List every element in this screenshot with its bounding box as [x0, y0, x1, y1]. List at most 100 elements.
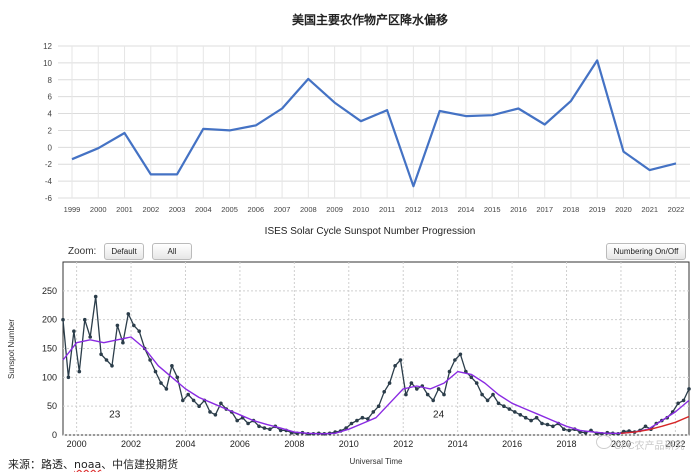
precipitation-y-tick-label: -6 [45, 194, 53, 203]
sunspot-monthly-point [534, 415, 539, 420]
sunspot-monthly-point [562, 427, 566, 431]
sunspot-monthly-point [153, 369, 158, 374]
zoom-all-button[interactable]: All [152, 243, 192, 260]
sunspot-monthly-point [366, 417, 370, 421]
zoom-default-button[interactable]: Default [104, 243, 144, 260]
sunspot-monthly-point [545, 422, 550, 427]
sunspot-y-axis-label: Sunspot Number [7, 319, 16, 379]
sunspot-monthly-point [170, 364, 174, 368]
precipitation-x-tick-label: 2018 [563, 205, 580, 214]
precipitation-x-ticks: 1999 2000 2001 2002 2003 2004 2005 2006 2007 2008… [64, 205, 685, 214]
sunspot-smoothed-line [62, 336, 690, 435]
sunspot-monthly-point [676, 401, 680, 406]
sunspot-monthly-point [197, 404, 201, 408]
sunspot-monthly-point [687, 387, 691, 391]
sunspot-monthly-point [181, 398, 185, 403]
sunspot-y-tick-label: 200 [42, 315, 57, 325]
precipitation-x-tick-label: 2003 [169, 205, 186, 214]
sunspot-x-tick-label: 2018 [557, 439, 577, 449]
sunspot-monthly-point [88, 335, 92, 339]
sunspot-x-tick-label: 2010 [339, 439, 359, 449]
sunspot-x-tick-label: 2020 [611, 439, 631, 449]
numbering-toggle-button[interactable]: Numbering On/Off [606, 243, 686, 260]
sunspot-monthly-point [159, 381, 163, 385]
sunspot-monthly-point [344, 426, 348, 430]
sunspot-monthly-point [469, 375, 474, 380]
sunspot-monthly-point [148, 358, 152, 362]
precipitation-x-tick-label: 2015 [484, 205, 501, 214]
precipitation-x-tick-label: 2020 [615, 205, 632, 214]
sunspot-monthly-point [371, 410, 376, 414]
precipitation-x-tick-label: 2022 [668, 205, 685, 214]
sunspot-monthly-point [398, 358, 403, 362]
sunspot-x-tick-label: 2006 [230, 439, 250, 449]
watermark-text: CFC农产品研究 [614, 441, 685, 452]
precipitation-chart-title: 美国主要农作物产区降水偏移 [292, 12, 448, 27]
precipitation-y-ticks: -6 -4 -2 0 2 4 6 8 10 12 [43, 42, 52, 203]
sunspot-monthly-point [643, 424, 648, 429]
sunspot-monthly-point [349, 421, 354, 426]
precipitation-x-tick-label: 2014 [458, 205, 475, 214]
sunspot-chart-title: ISES Solar Cycle Sunspot Number Progress… [265, 226, 476, 237]
precipitation-y-tick-label: 12 [43, 42, 52, 51]
sunspot-monthly-point [61, 317, 65, 322]
sunspot-monthly-point [72, 329, 76, 333]
precipitation-x-tick-label: 2005 [221, 205, 238, 214]
precipitation-x-tick-label: 2006 [247, 205, 264, 214]
precipitation-x-tick-label: 1999 [64, 205, 81, 214]
sunspot-monthly-point [175, 375, 180, 380]
precipitation-x-tick-label: 2017 [536, 205, 553, 214]
sunspot-cycle-label: 24 [433, 410, 445, 421]
sunspot-cycle-label: 23 [109, 410, 121, 421]
sunspot-monthly-point [104, 358, 109, 362]
precipitation-y-tick-label: 10 [43, 59, 52, 68]
sunspot-monthly-point [208, 410, 212, 414]
sunspot-monthly-point [355, 418, 359, 423]
sunspot-x-tick-label: 2022 [665, 439, 685, 449]
sunspot-monthly-point [110, 364, 114, 368]
sunspot-monthly-point [523, 415, 528, 420]
sunspot-monthly-point [474, 381, 479, 385]
sunspot-x-tick-label: 2014 [448, 439, 468, 449]
sunspot-monthly-point [191, 398, 196, 403]
sunspot-monthly-point [137, 329, 141, 333]
sunspot-monthly-point [360, 415, 365, 420]
sunspot-prediction-line [620, 415, 690, 434]
precipitation-y-tick-label: 0 [48, 143, 53, 152]
sunspot-monthly-point [213, 413, 218, 417]
sunspot-monthly-point [681, 398, 686, 403]
precipitation-x-tick-label: 2011 [379, 205, 395, 214]
sunspot-monthly-point [132, 323, 136, 328]
sunspot-monthly-point [382, 390, 387, 394]
sunspot-monthly-point [376, 404, 381, 408]
sunspot-y-tick-label: 250 [42, 286, 57, 296]
sunspot-monthly-point [262, 426, 267, 430]
sunspot-x-tick-label: 2004 [175, 439, 195, 449]
source-prefix: 来源：路透、 [8, 458, 74, 471]
precipitation-x-tick-label: 2004 [195, 205, 212, 214]
sunspot-grid [63, 262, 689, 436]
sunspot-monthly-point [425, 392, 430, 397]
zoom-label: Zoom: [68, 246, 97, 257]
source-noaa: noaa [74, 458, 102, 471]
sunspot-series [61, 294, 691, 436]
precipitation-x-tick-label: 2019 [589, 205, 606, 214]
sunspot-chart: ISES Solar Cycle Sunspot Number Progress… [7, 226, 691, 466]
sunspot-monthly-point [121, 340, 125, 345]
sunspot-monthly-point [99, 352, 103, 357]
sunspot-x-tick-label: 2000 [67, 439, 87, 449]
precipitation-y-tick-label: -4 [45, 177, 53, 186]
sunspot-x-axis-label: Universal Time [350, 457, 403, 466]
sunspot-monthly-point [453, 358, 457, 362]
sunspot-monthly-point [186, 392, 190, 397]
sunspot-y-tick-label: 150 [42, 344, 57, 354]
sunspot-monthly-point [436, 387, 441, 391]
sunspot-monthly-point [235, 418, 239, 423]
sunspot-monthly-point [278, 428, 283, 433]
precipitation-x-tick-label: 2009 [326, 205, 343, 214]
sunspot-monthly-point [540, 421, 544, 426]
wechat-icon [596, 435, 612, 449]
sunspot-monthly-point [551, 424, 555, 429]
sunspot-monthly-point [404, 392, 408, 397]
precipitation-x-tick-label: 2000 [90, 205, 107, 214]
